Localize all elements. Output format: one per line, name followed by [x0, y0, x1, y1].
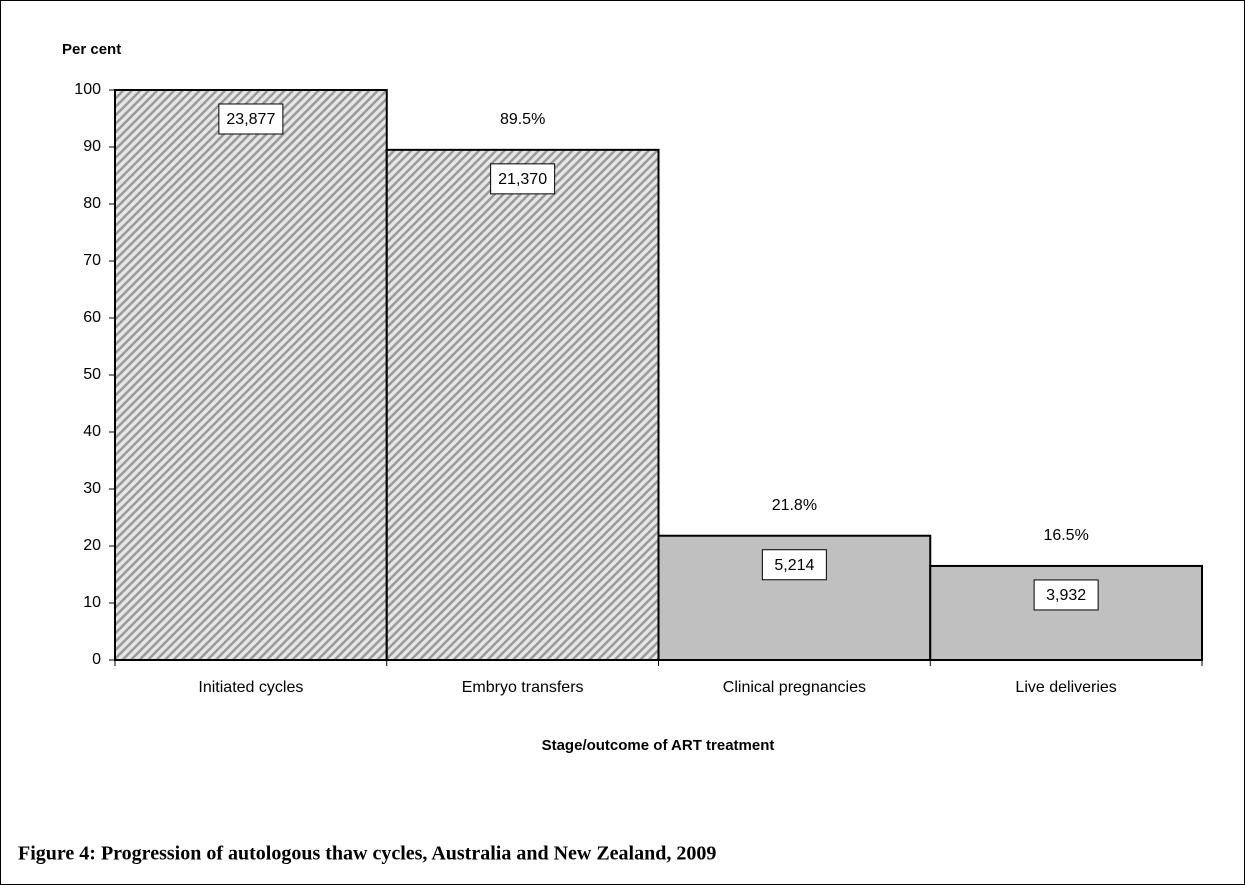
- y-tick-label: 30: [83, 480, 101, 497]
- count-label: 21,370: [498, 171, 547, 188]
- count-label: 5,214: [774, 557, 814, 574]
- y-tick-label: 60: [83, 309, 101, 326]
- count-box: [490, 163, 556, 195]
- y-tick-label: 90: [83, 138, 101, 155]
- y-tick-label: 70: [83, 252, 101, 269]
- x-tick-label: Live deliveries: [1015, 679, 1116, 696]
- y-tick-label: 0: [92, 651, 101, 668]
- value-label: 21.8%: [772, 497, 817, 514]
- y-tick-label: 100: [74, 81, 101, 98]
- y-tick-label: 50: [83, 366, 101, 383]
- y-axis-title: Per cent: [62, 41, 121, 58]
- y-tick-label: 10: [83, 594, 101, 611]
- y-tick-label: 40: [83, 423, 101, 440]
- y-tick-label: 80: [83, 195, 101, 212]
- count-box: [761, 549, 827, 581]
- x-axis-title: Stage/outcome of ART treatment: [542, 737, 775, 754]
- y-tick-label: 20: [83, 537, 101, 554]
- bar: [385, 148, 660, 661]
- value-label: 16.5%: [1043, 527, 1088, 544]
- caption: Figure 4: Progression of autologous thaw…: [18, 843, 716, 865]
- x-tick-label: Initiated cycles: [198, 679, 303, 696]
- count-label: 3,932: [1046, 587, 1086, 604]
- value-label: 89.5%: [500, 111, 545, 128]
- x-tick-label: Embryo transfers: [462, 679, 584, 696]
- count-box: [218, 103, 284, 135]
- x-tick-label: Clinical pregnancies: [723, 679, 866, 696]
- bar: [114, 89, 388, 661]
- count-box: [1033, 579, 1099, 611]
- count-label: 23,877: [226, 111, 275, 128]
